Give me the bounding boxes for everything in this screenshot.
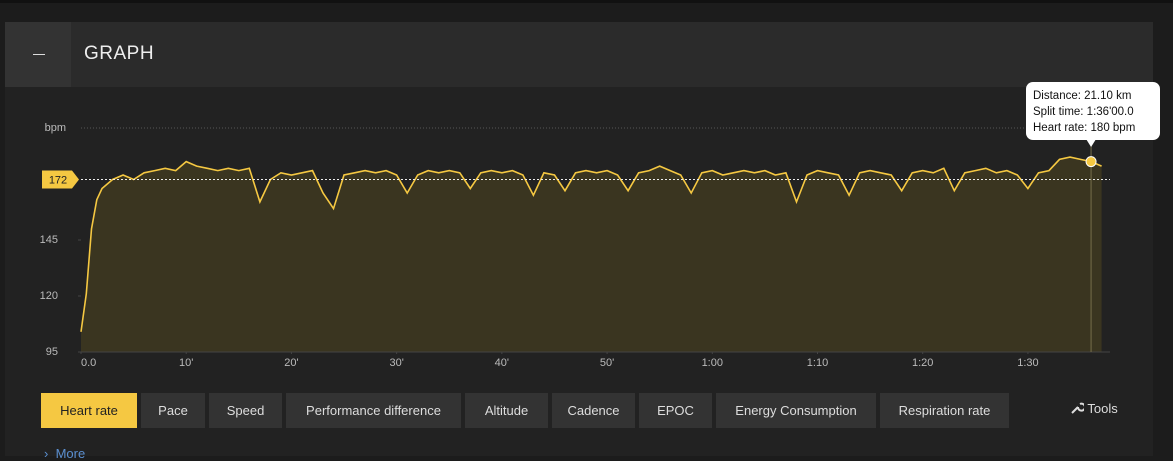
tab[interactable]: Respiration rate bbox=[880, 393, 1009, 428]
x-tick-label: 0.0 bbox=[81, 357, 96, 369]
y-axis-label: bpm bbox=[45, 122, 66, 134]
y-tick-label: 145 bbox=[40, 234, 58, 246]
x-tick-label: 1:00 bbox=[702, 357, 723, 369]
collapse-button[interactable] bbox=[5, 22, 71, 87]
tab[interactable]: Performance difference bbox=[286, 393, 461, 428]
x-tick-label: 1:30 bbox=[1017, 357, 1038, 369]
average-label: 172 bbox=[49, 174, 67, 186]
tab[interactable]: Pace bbox=[141, 393, 205, 428]
section-title: GRAPH bbox=[84, 43, 155, 64]
x-tick-label: 1:10 bbox=[807, 357, 828, 369]
tab[interactable]: Energy Consumption bbox=[716, 393, 876, 428]
tooltip-line: Split time: 1:36'00.0 bbox=[1033, 106, 1134, 118]
tooltip-pointer bbox=[1086, 139, 1097, 147]
y-tick-label: 95 bbox=[46, 346, 58, 358]
tab[interactable]: Altitude bbox=[465, 393, 548, 428]
cursor-dot bbox=[1085, 156, 1097, 168]
section-header: GRAPH bbox=[5, 22, 1153, 87]
x-tick-label: 10' bbox=[179, 357, 193, 369]
tab[interactable]: Heart rate bbox=[41, 393, 137, 428]
x-tick-label: 50' bbox=[600, 357, 614, 369]
tools-label: Tools bbox=[1087, 401, 1118, 416]
more-label: More bbox=[55, 446, 86, 461]
average-marker bbox=[42, 170, 79, 189]
x-tick-label: 30' bbox=[389, 357, 403, 369]
tab[interactable]: Speed bbox=[209, 393, 282, 428]
tools-button[interactable]: Tools bbox=[1070, 401, 1118, 416]
wrench-icon bbox=[1071, 402, 1086, 414]
tooltip-line: Heart rate: 180 bpm bbox=[1033, 122, 1135, 134]
x-tick-label: 20' bbox=[284, 357, 298, 369]
more-link[interactable]: › More bbox=[44, 446, 86, 461]
line bbox=[80, 156, 1102, 332]
tooltip-box bbox=[1026, 82, 1160, 140]
tooltip-line: Distance: 21.10 km bbox=[1033, 90, 1131, 102]
tab[interactable]: Cadence bbox=[552, 393, 635, 428]
area bbox=[81, 157, 1102, 352]
y-tick-label: 120 bbox=[40, 290, 58, 302]
top-bar bbox=[0, 0, 1173, 3]
x-tick-label: 1:20 bbox=[912, 357, 933, 369]
tab[interactable]: EPOC bbox=[639, 393, 712, 428]
x-tick-label: 40' bbox=[495, 357, 509, 369]
